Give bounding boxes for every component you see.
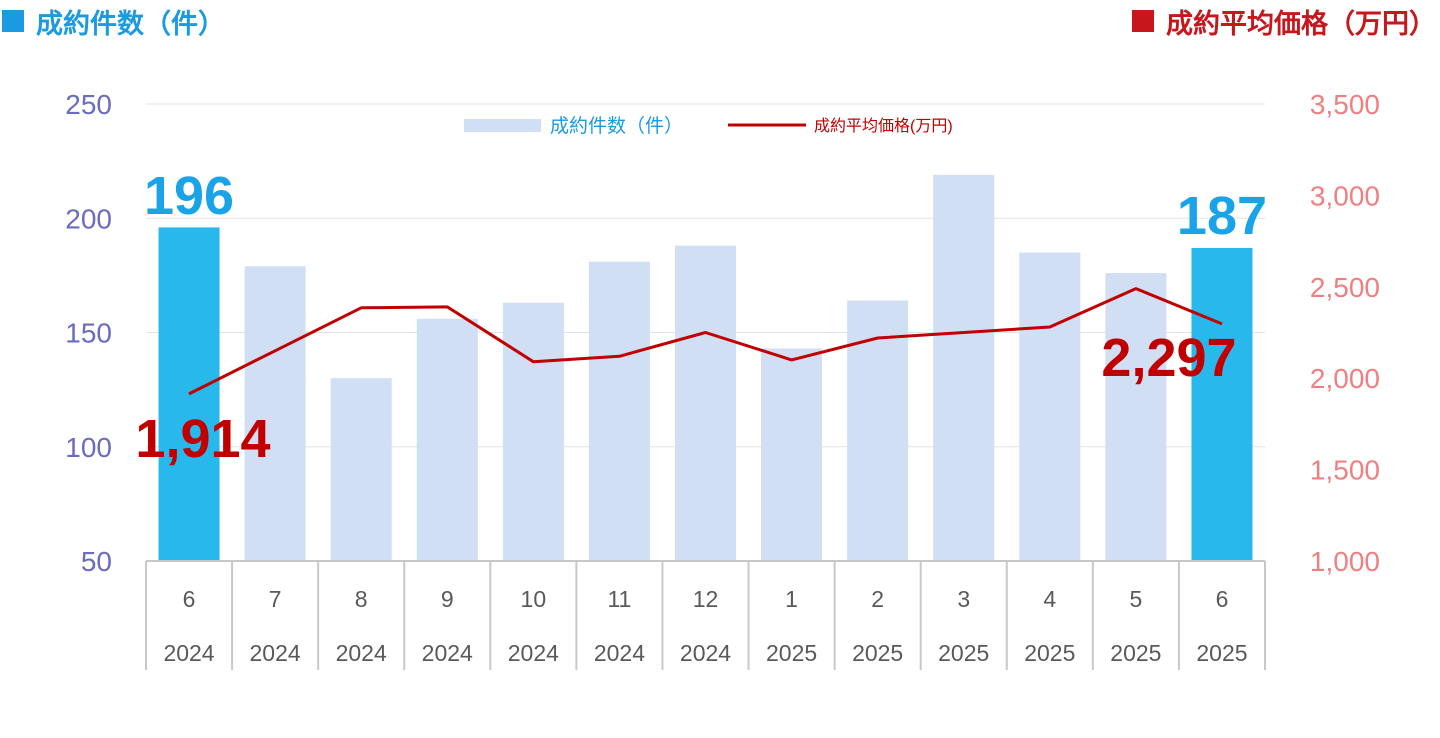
bar (330, 378, 392, 561)
month-tick-label: 7 (269, 586, 282, 612)
legend-line-label: 成約平均価格(万円) (814, 117, 953, 135)
year-tick-label: 2024 (680, 640, 731, 666)
right-axis-header: 成約平均価格（万円） (1132, 2, 1436, 41)
bar (847, 300, 909, 561)
bar (1105, 273, 1167, 561)
price-line-series (188, 287, 1223, 396)
month-tick-label: 10 (521, 586, 547, 612)
square-icon (2, 10, 24, 32)
left-axis-header-text: 成約件数（件） (36, 9, 225, 40)
right-tick-label: 1,000 (1310, 546, 1380, 577)
right-tick-label: 3,500 (1310, 89, 1380, 120)
count-label-first: 196 (144, 166, 234, 226)
bar (158, 227, 220, 561)
month-tick-label: 11 (607, 586, 631, 612)
year-tick-label: 2024 (594, 640, 645, 666)
count-label-last: 187 (1177, 186, 1267, 246)
year-tick-label: 2025 (1196, 640, 1247, 666)
month-tick-label: 9 (441, 586, 454, 612)
left-tick-label: 250 (65, 89, 112, 120)
month-tick-label: 6 (1216, 586, 1229, 612)
bar (1191, 247, 1253, 561)
left-tick-label: 150 (65, 318, 112, 349)
bars (158, 174, 1253, 562)
legend-bar-label: 成約件数（件） (550, 115, 683, 137)
bar (675, 245, 736, 562)
year-tick-label: 2025 (938, 640, 989, 666)
square-icon (1132, 10, 1154, 32)
year-tick-label: 2024 (250, 640, 301, 666)
year-tick-label: 2024 (422, 640, 473, 666)
year-tick-label: 2025 (766, 640, 817, 666)
axes: 50 100 150 200 250 1,000 1,500 2,000 2,500 3,000 3… (65, 89, 1380, 670)
bar (1019, 252, 1081, 561)
price-line (188, 287, 1223, 396)
left-tick-label: 50 (81, 546, 112, 577)
legend-bar-swatch (464, 119, 541, 132)
month-tick-label: 3 (957, 586, 970, 612)
left-tick-label: 100 (65, 432, 112, 463)
year-tick-label: 2024 (336, 640, 387, 666)
bar (588, 261, 650, 561)
right-tick-label: 1,500 (1310, 455, 1380, 486)
year-tick-label: 2024 (163, 640, 214, 666)
right-tick-label: 2,500 (1310, 272, 1380, 303)
year-tick-label: 2025 (852, 640, 903, 666)
month-tick-label: 8 (355, 586, 368, 612)
month-tick-label: 4 (1043, 586, 1056, 612)
bar (416, 318, 478, 561)
left-axis-header: 成約件数（件） (2, 2, 225, 41)
right-axis-header-text: 成約平均価格（万円） (1166, 9, 1436, 40)
left-tick-label: 200 (65, 203, 112, 234)
year-tick-label: 2024 (508, 640, 559, 666)
legend: 成約件数（件） 成約平均価格(万円) (464, 115, 953, 137)
price-label-last: 2,297 (1101, 328, 1236, 388)
month-tick-label: 1 (785, 586, 798, 612)
year-tick-label: 2025 (1024, 640, 1075, 666)
year-tick-label: 2025 (1110, 640, 1161, 666)
month-tick-label: 2 (871, 586, 884, 612)
bar (244, 266, 306, 561)
right-tick-label: 3,000 (1310, 180, 1380, 211)
right-tick-label: 2,000 (1310, 363, 1380, 394)
annotations: 196 187 1,914 2,297 (135, 166, 1267, 469)
bar (761, 348, 823, 561)
month-tick-label: 5 (1129, 586, 1142, 612)
price-label-first: 1,914 (135, 409, 270, 469)
month-tick-label: 6 (183, 586, 196, 612)
bar (502, 302, 564, 561)
month-tick-label: 12 (693, 586, 719, 612)
bar (933, 174, 995, 561)
